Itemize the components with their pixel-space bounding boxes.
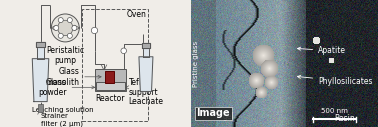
- Text: Pristine glass: Pristine glass: [192, 40, 198, 87]
- Text: Image: Image: [197, 108, 230, 118]
- Circle shape: [121, 48, 127, 54]
- Text: Strainer
filter (2 μm): Strainer filter (2 μm): [40, 113, 82, 126]
- Polygon shape: [37, 47, 44, 59]
- Bar: [96, 82, 125, 90]
- Circle shape: [91, 27, 98, 34]
- Circle shape: [51, 14, 79, 42]
- Polygon shape: [139, 57, 153, 91]
- Circle shape: [67, 18, 72, 23]
- Text: 500 nm: 500 nm: [321, 108, 347, 114]
- Text: Oven: Oven: [127, 10, 147, 19]
- Circle shape: [58, 18, 63, 23]
- Polygon shape: [32, 59, 49, 102]
- Circle shape: [58, 33, 63, 38]
- Text: Resin: Resin: [334, 114, 355, 123]
- Text: Leachate: Leachate: [129, 97, 163, 106]
- Circle shape: [72, 25, 77, 30]
- Text: Peristaltic
pump: Peristaltic pump: [46, 46, 84, 65]
- Text: Glass
powder: Glass powder: [38, 78, 95, 97]
- Polygon shape: [36, 42, 45, 47]
- Text: Teflon
support: Teflon support: [125, 78, 158, 97]
- Text: Glass
monolith: Glass monolith: [45, 67, 101, 86]
- Bar: [94, 69, 126, 91]
- Text: gel: gel: [222, 112, 234, 121]
- Text: Reactor: Reactor: [96, 94, 125, 103]
- Bar: [82, 9, 148, 121]
- Bar: [105, 71, 114, 83]
- Circle shape: [67, 33, 72, 38]
- Bar: [38, 104, 43, 112]
- Text: Apatite: Apatite: [297, 46, 346, 55]
- Text: Leaching solution: Leaching solution: [32, 107, 94, 113]
- Circle shape: [54, 25, 59, 30]
- Polygon shape: [142, 43, 150, 48]
- Text: Phyllosilicates: Phyllosilicates: [297, 75, 373, 86]
- Circle shape: [57, 20, 73, 36]
- Polygon shape: [143, 48, 149, 57]
